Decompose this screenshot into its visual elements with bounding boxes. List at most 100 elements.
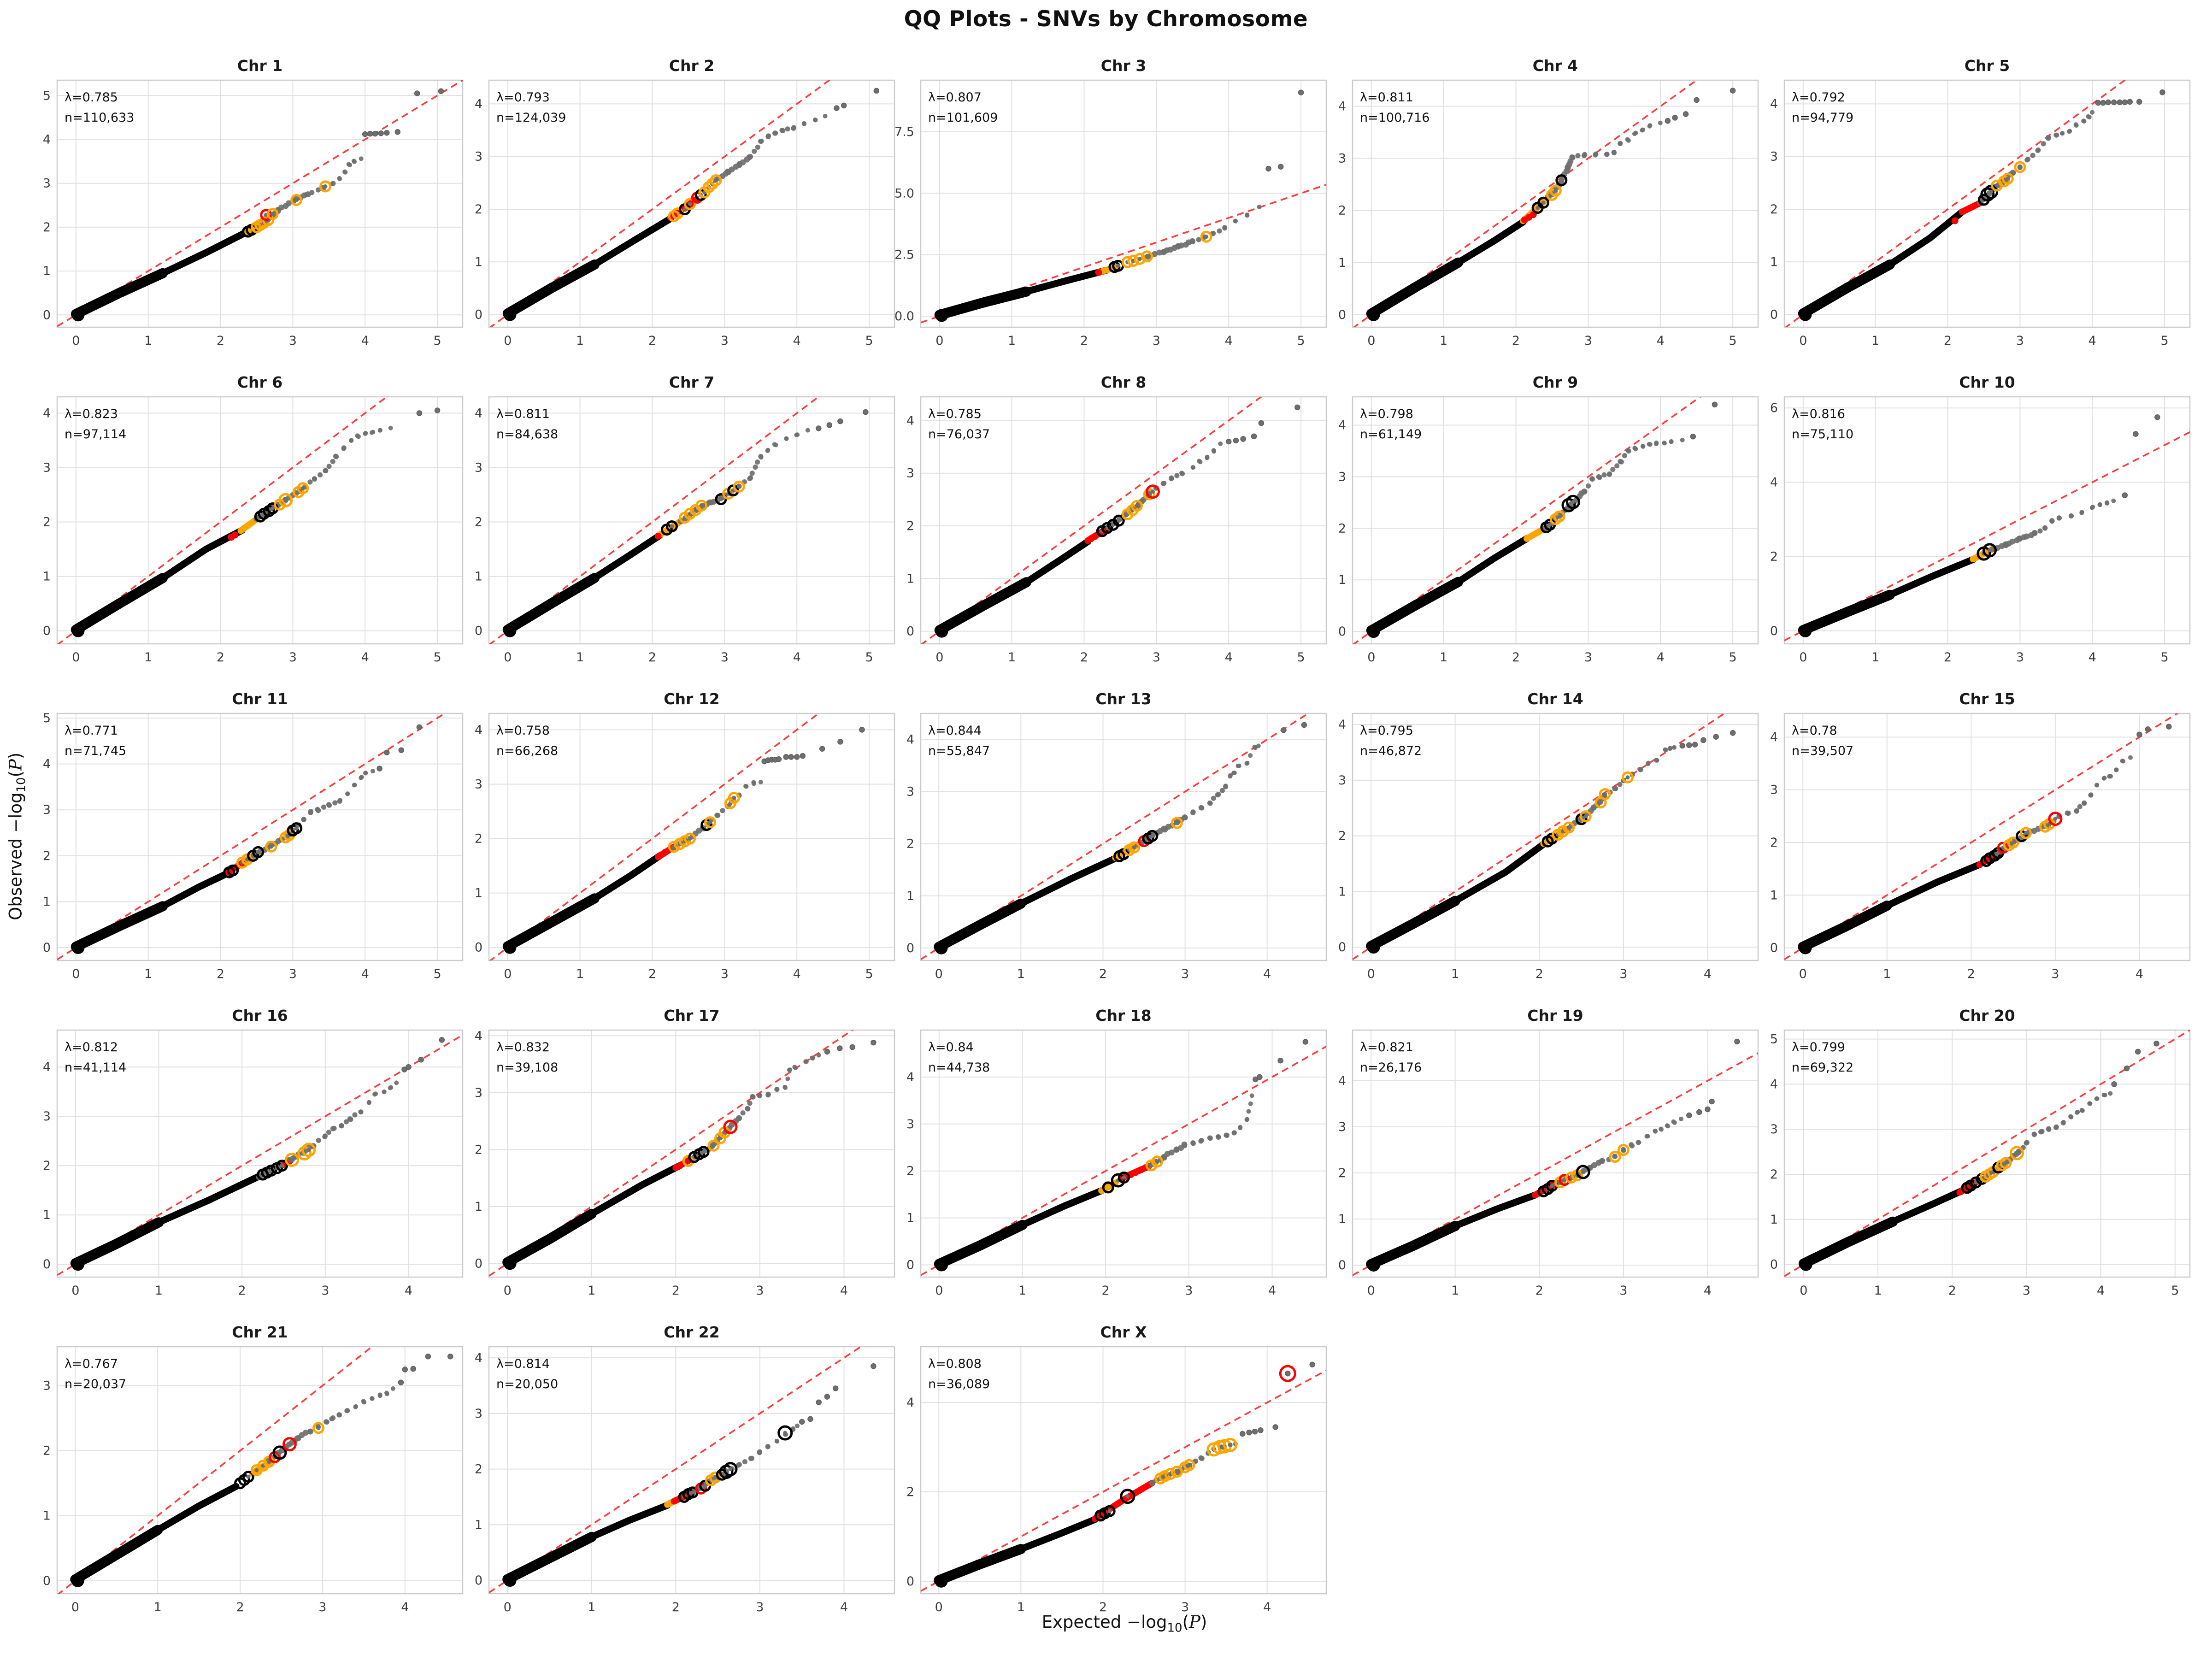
x-tick-label: 1	[576, 967, 584, 981]
x-tick-label: 0	[935, 967, 943, 981]
outlier-point	[1730, 88, 1736, 94]
lambda-annotation: λ=0.795	[1360, 724, 1413, 738]
panel-title: Chr 18	[1095, 1007, 1151, 1025]
n-annotation: n=41,114	[65, 1060, 126, 1075]
panel-chr-9: 0 1 2 3 4 5 0 1 2 3 4 Chr 9 λ=0.798 n=61,149	[1338, 373, 1759, 665]
plot-border	[56, 79, 464, 328]
suggestive-orange-segment	[237, 516, 260, 534]
y-tick-label: 4	[475, 406, 482, 420]
outlier-point	[2153, 1041, 2159, 1047]
y-tick-label: 0	[43, 624, 51, 638]
outlier-point	[362, 131, 368, 137]
x-tick-label: 5	[1729, 650, 1737, 665]
x-tick-label: 2	[1944, 334, 1952, 348]
x-tick-label: 0	[1367, 334, 1375, 348]
qq-tail-points	[371, 769, 375, 774]
outlier-point	[1272, 1424, 1278, 1430]
outlier-point	[2136, 731, 2142, 737]
outlier-point	[1705, 1106, 1711, 1113]
x-tick-label: 2	[1099, 1600, 1107, 1614]
x-tick-label: 3	[2016, 650, 2024, 665]
highlight-ring-marker	[777, 1425, 793, 1441]
outlier-point	[816, 1399, 822, 1405]
x-tick-label: 3	[1181, 967, 1189, 981]
y-tick-label: 2	[1770, 550, 1778, 564]
suggestive-ring-marker	[1599, 788, 1611, 800]
x-tick-label: 3	[1619, 967, 1627, 981]
y-tick-label: 1	[475, 886, 482, 901]
diagonal-reference-line	[1353, 80, 1698, 327]
significant-ring-marker	[1559, 1174, 1571, 1186]
diagonal-reference-line	[489, 80, 831, 327]
lambda-annotation: λ=0.811	[496, 407, 550, 421]
highlight-ring-marker	[290, 822, 303, 835]
significant-ring-marker	[1279, 1365, 1296, 1382]
x-tick-label: 3	[756, 1600, 764, 1614]
n-annotation: n=94,779	[1792, 111, 1853, 125]
n-annotation: n=39,507	[1792, 744, 1853, 758]
x-tick-label: 2	[1948, 1284, 1956, 1298]
x-tick-label: 5	[434, 650, 441, 665]
plot-border	[920, 396, 1327, 645]
x-tick-label: 1	[1017, 1600, 1025, 1614]
x-tick-label: 2	[1512, 650, 1520, 665]
y-tick-label: 1	[43, 264, 51, 278]
outlier-point	[1700, 737, 1706, 743]
y-tick-label: 5	[43, 711, 51, 725]
outlier-point	[2133, 431, 2139, 437]
plot-border	[488, 1346, 895, 1595]
outlier-point	[1690, 433, 1696, 440]
x-tick-label: 1	[144, 334, 152, 348]
lambda-annotation: λ=0.767	[65, 1357, 118, 1371]
qq-tail-points	[2108, 1091, 2113, 1096]
y-tick-label: 0	[1770, 624, 1778, 638]
qq-point-band	[72, 1173, 262, 1267]
panel-title: Chr 4	[1533, 57, 1578, 75]
panel-chr-14: 0 1 2 3 4 0 1 2 3 4 Chr 14 λ=0.795 n=46,872	[1338, 690, 1759, 981]
x-tick-label: 4	[2088, 650, 2096, 665]
outlier-point	[1258, 420, 1265, 426]
plot-border	[1352, 396, 1759, 645]
x-tick-label: 2	[1944, 650, 1952, 665]
outlier-point	[1281, 727, 1287, 733]
panel-chr-15: 0 1 2 3 4 0 1 2 3 4 Chr 15 λ=0.78 n=39,507	[1770, 690, 2191, 981]
x-tick-label: 3	[1185, 1284, 1193, 1298]
suggestive-ring-marker	[1143, 488, 1155, 501]
qq-point-band	[72, 870, 231, 950]
n-annotation: n=66,268	[496, 744, 558, 758]
x-tick-label: 0	[935, 1284, 943, 1298]
x-tick-label: 3	[721, 967, 729, 981]
outlier-point	[447, 1353, 453, 1360]
diagonal-reference-line	[489, 397, 820, 644]
highlight-ring-marker	[665, 520, 678, 532]
qq-point-band	[504, 215, 674, 317]
highlight-ring-marker	[1103, 1505, 1116, 1517]
highlight-ring-marker	[1118, 1172, 1130, 1184]
qq-tail-points	[2128, 755, 2133, 760]
panel-title: Chr 7	[669, 373, 714, 391]
y-tick-label: 2	[43, 1159, 51, 1173]
y-tick-label: 2	[475, 1462, 482, 1477]
outlier-point	[434, 407, 441, 413]
n-annotation: n=101,609	[928, 111, 998, 125]
y-tick-label: 2	[1770, 202, 1778, 217]
outlier-point	[1686, 1112, 1692, 1119]
x-tick-label: 0	[504, 334, 512, 348]
diagonal-reference-line	[1784, 431, 2190, 642]
plot-border	[488, 713, 895, 961]
y-tick-label: 2	[43, 849, 51, 863]
outlier-point	[824, 1394, 830, 1400]
x-tick-label: 1	[1871, 650, 1879, 665]
panel-chr-17: 0 1 2 3 4 0 1 2 3 4 Chr 17 λ=0.832 n=39,108	[475, 1007, 895, 1298]
highlight-ring-marker	[1111, 1173, 1125, 1188]
x-tick-label: 4	[361, 967, 369, 981]
outlier-point	[384, 130, 390, 136]
outlier-point	[1683, 111, 1689, 117]
x-tick-label: 2	[217, 334, 224, 348]
y-tick-label: 4	[906, 1070, 914, 1084]
outlier-point	[2154, 414, 2160, 420]
x-tick-label: 2	[1512, 334, 1520, 348]
x-tick-label: 5	[865, 967, 873, 981]
outlier-point	[1301, 722, 1307, 728]
panel-title: Chr 6	[237, 373, 282, 391]
